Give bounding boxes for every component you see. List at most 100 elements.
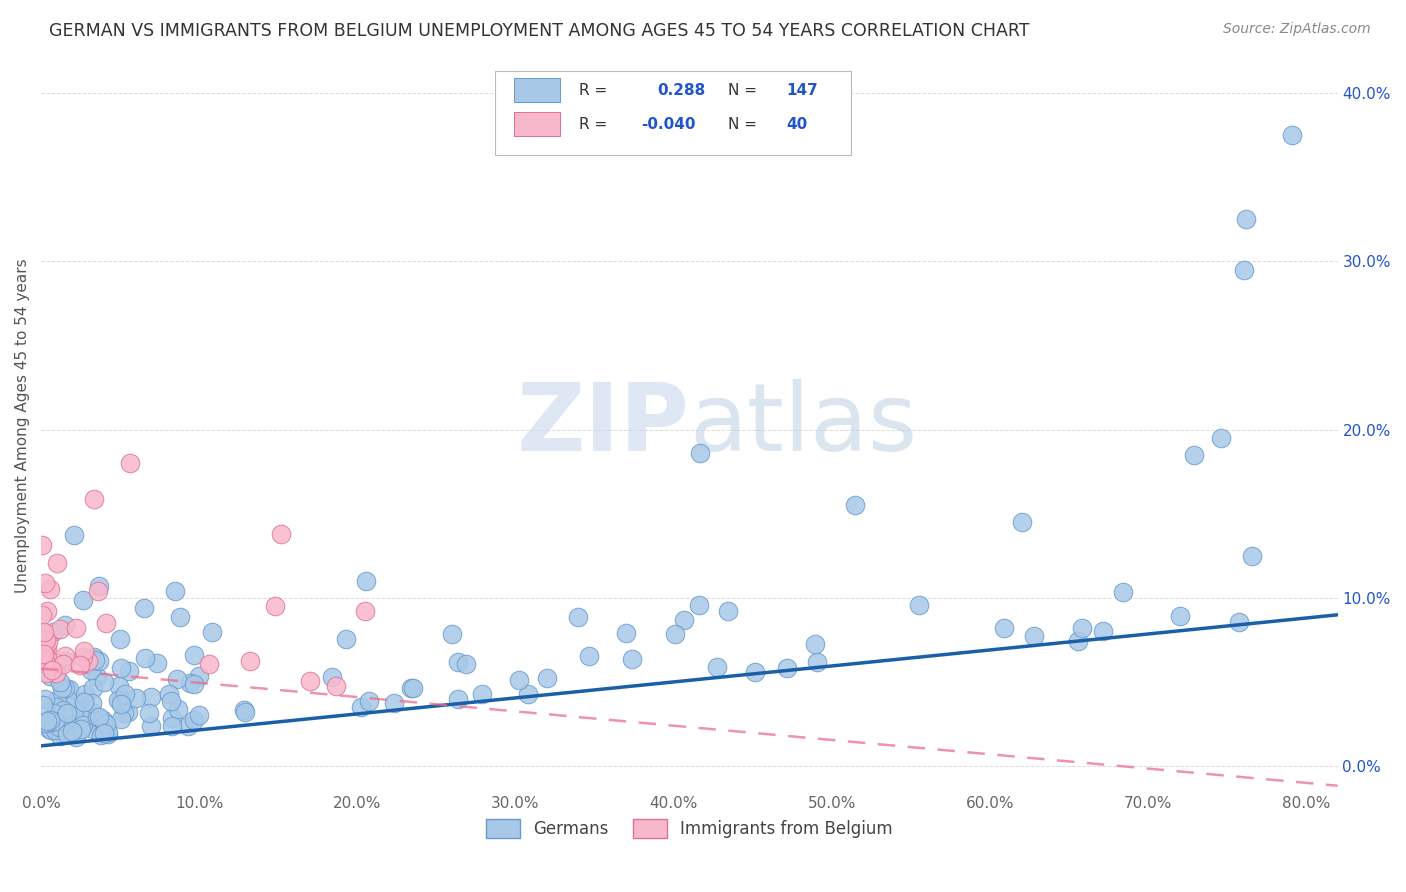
Point: [1240, 549, 1263, 564]
Point: [32, 625, 55, 640]
Point: [34, 665, 56, 680]
Point: [1281, 128, 1303, 143]
Point: [179, 676, 201, 690]
Point: [48, 720, 70, 734]
Point: [82, 705, 104, 719]
Point: [614, 625, 637, 640]
Point: [139, 690, 162, 705]
Point: [335, 632, 357, 647]
Text: -0.040: -0.040: [641, 117, 696, 132]
Point: [73, 644, 96, 658]
Point: [51, 681, 73, 696]
Point: [69, 658, 91, 673]
Point: [72, 718, 94, 732]
Point: [96, 716, 118, 731]
Point: [1024, 629, 1046, 643]
Point: [37, 635, 59, 649]
Point: [49, 716, 72, 731]
Point: [34, 632, 56, 647]
Point: [39, 714, 62, 728]
Point: [32, 647, 55, 661]
Point: [72, 693, 94, 707]
Point: [166, 672, 188, 686]
Point: [72, 593, 94, 607]
Point: [325, 679, 347, 693]
Point: [65, 621, 87, 635]
Point: [63, 528, 86, 542]
Point: [82, 722, 104, 736]
Point: [55, 681, 77, 695]
Point: [382, 697, 405, 711]
Point: [1066, 634, 1088, 648]
Point: [107, 693, 129, 707]
Point: [177, 719, 200, 733]
Point: [446, 692, 468, 706]
Point: [993, 622, 1015, 636]
Point: [83, 650, 105, 665]
Point: [32, 698, 55, 712]
Text: GERMAN VS IMMIGRANTS FROM BELGIUM UNEMPLOYMENT AMONG AGES 45 TO 54 YEARS CORRELA: GERMAN VS IMMIGRANTS FROM BELGIUM UNEMPL…: [49, 22, 1029, 40]
Point: [804, 637, 827, 651]
Point: [93, 674, 115, 689]
Point: [91, 713, 114, 727]
Point: [35, 640, 58, 655]
Point: [517, 687, 540, 701]
Point: [1112, 585, 1135, 599]
Text: R =: R =: [579, 117, 607, 132]
Point: [82, 696, 104, 710]
Point: [110, 632, 132, 646]
Point: [908, 599, 931, 613]
Point: [34, 654, 56, 668]
Point: [198, 657, 221, 671]
Point: [55, 618, 77, 632]
FancyBboxPatch shape: [515, 112, 560, 136]
Point: [65, 731, 87, 745]
Point: [70, 722, 93, 736]
Point: [239, 654, 262, 668]
Point: [440, 626, 463, 640]
Point: [97, 727, 120, 741]
Point: [621, 652, 644, 666]
Point: [118, 456, 141, 470]
Point: [456, 657, 478, 672]
Point: [134, 651, 156, 665]
Point: [160, 710, 183, 724]
Point: [53, 654, 76, 668]
Point: [35, 715, 58, 730]
Point: [1209, 431, 1232, 445]
Point: [187, 707, 209, 722]
Point: [45, 699, 67, 714]
FancyBboxPatch shape: [515, 78, 560, 102]
Point: [160, 718, 183, 732]
Point: [39, 582, 62, 597]
Point: [70, 706, 93, 720]
Y-axis label: Unemployment Among Ages 45 to 54 years: Unemployment Among Ages 45 to 54 years: [15, 258, 30, 593]
Point: [87, 654, 110, 668]
Point: [93, 726, 115, 740]
Point: [183, 713, 205, 727]
Point: [34, 576, 56, 591]
Point: [401, 681, 423, 695]
Point: [401, 681, 423, 695]
Point: [56, 706, 79, 720]
Point: [76, 714, 98, 728]
Point: [1182, 448, 1205, 462]
Point: [201, 625, 224, 640]
Point: [689, 446, 711, 460]
Point: [62, 709, 84, 723]
Point: [93, 726, 115, 740]
Point: [83, 491, 105, 506]
Point: [44, 714, 66, 728]
Point: [52, 657, 75, 671]
Point: [356, 574, 378, 588]
Point: [117, 705, 139, 719]
Point: [32, 624, 55, 639]
Point: [270, 527, 292, 541]
Point: [110, 712, 132, 726]
Point: [37, 714, 59, 729]
Point: [89, 710, 111, 724]
Point: [706, 660, 728, 674]
Point: [353, 605, 375, 619]
Point: [118, 664, 141, 678]
Point: [132, 601, 155, 615]
